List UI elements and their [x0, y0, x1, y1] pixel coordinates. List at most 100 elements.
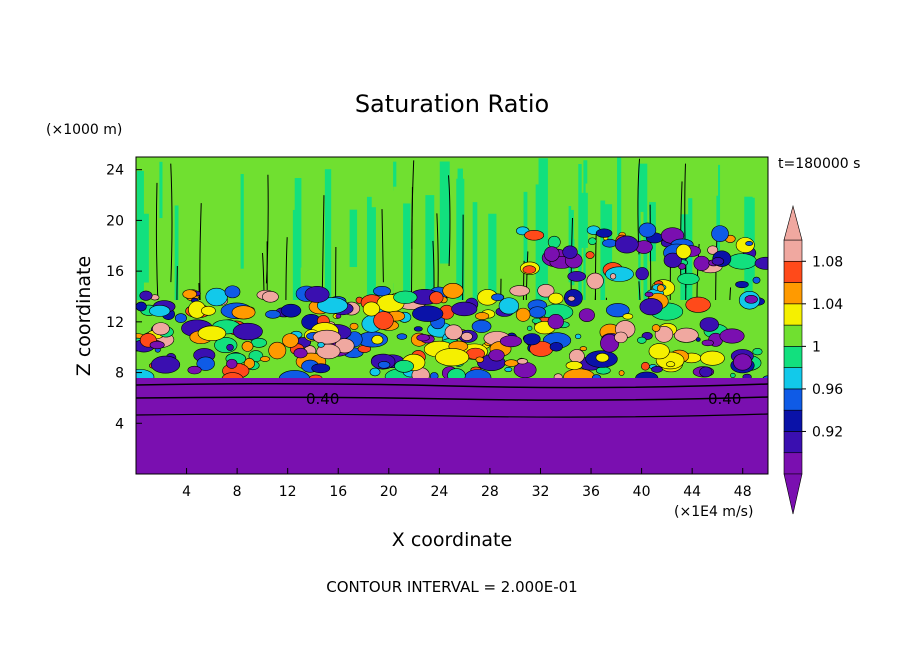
field-blob: [451, 301, 478, 317]
field-blob: [515, 307, 531, 322]
field-blob: [644, 291, 654, 297]
field-streak: [159, 161, 163, 219]
field-blob: [197, 325, 227, 341]
field-blob: [528, 306, 547, 319]
plot-area: [136, 157, 768, 474]
field-blob: [377, 361, 391, 369]
field-streak: [333, 216, 343, 352]
field-streak: [439, 161, 450, 264]
x-tick-label: 36: [582, 484, 600, 500]
field-streak: [371, 207, 376, 298]
field-blob: [567, 271, 587, 282]
field-blob: [504, 367, 513, 372]
field-streak: [617, 157, 622, 235]
colorbar-swatch: [783, 324, 803, 347]
field-blob: [638, 222, 657, 238]
field-blob: [674, 327, 699, 343]
field-blob: [754, 256, 768, 270]
contour-line: [136, 413, 768, 418]
field-blob: [224, 285, 241, 299]
field-blob: [174, 313, 187, 323]
field-blob: [578, 308, 595, 323]
field-blob: [429, 291, 444, 305]
field-blob: [413, 326, 423, 332]
field-blob: [369, 367, 381, 377]
colorbar-top-triangle: [783, 204, 803, 241]
field-streak: [142, 213, 149, 283]
field-blob: [139, 290, 153, 301]
field-blob: [575, 333, 582, 340]
field-blob: [569, 349, 585, 364]
field-blob: [349, 322, 359, 330]
field-blob: [543, 246, 560, 262]
field-streak: [718, 164, 721, 265]
field-blob: [707, 245, 719, 255]
y-tick-label: 24: [106, 163, 124, 179]
field-blob: [651, 324, 661, 332]
field-blob: [699, 317, 719, 332]
field-blob: [187, 365, 202, 375]
field-blob: [693, 255, 710, 272]
field-blob: [562, 245, 578, 259]
colorbar-swatch: [783, 282, 803, 305]
field-blob: [605, 266, 634, 282]
field-blob: [504, 359, 519, 367]
field-blob: [614, 235, 639, 254]
field-blob: [149, 340, 165, 350]
field-blob: [522, 265, 537, 274]
field-blob: [635, 267, 649, 281]
field-blob: [150, 355, 181, 374]
field-blob: [149, 305, 171, 317]
field-blob: [201, 305, 216, 316]
field-blob: [727, 253, 757, 270]
field-blob: [752, 348, 763, 356]
field-blob: [752, 276, 761, 284]
field-streak: [640, 211, 644, 372]
contour-line: [265, 174, 269, 284]
field-blob: [602, 238, 617, 248]
y-tick-label: 16: [106, 264, 124, 280]
field-blob: [701, 339, 714, 347]
x-tick-label: 48: [734, 484, 752, 500]
field-blob: [460, 332, 473, 341]
field-blob: [312, 329, 342, 345]
colorbar-swatch: [783, 431, 803, 454]
x-tick-label: 44: [683, 484, 701, 500]
field-blob: [373, 311, 394, 330]
field-blob: [259, 356, 271, 362]
field-blob: [196, 356, 215, 371]
field-blob: [516, 358, 528, 365]
y-tick-label: 4: [115, 416, 124, 432]
field-blob: [595, 366, 611, 375]
field-blob: [579, 346, 588, 351]
x-axis-label: X coordinate: [392, 529, 512, 551]
field-streak: [701, 186, 705, 227]
field-blob: [618, 370, 625, 376]
field-blob: [685, 296, 711, 313]
plot-frame: [135, 156, 769, 475]
x-tick-label: 4: [182, 484, 191, 500]
field-blob: [537, 283, 555, 298]
field-blob: [699, 366, 713, 378]
field-streak: [720, 164, 728, 236]
field-blob: [675, 244, 692, 259]
x-tick-label: 28: [481, 484, 499, 500]
x-tick-label: 20: [380, 484, 398, 500]
field-blob: [335, 313, 342, 319]
x-tick-label: 12: [279, 484, 297, 500]
field-blob: [262, 290, 279, 303]
field-streak: [488, 213, 497, 327]
colorbar-bottom-triangle: [783, 473, 803, 515]
field-blob: [711, 257, 725, 266]
field-blob: [524, 230, 545, 241]
field-blob: [585, 251, 595, 259]
field-streak: [472, 202, 478, 356]
field-blob: [394, 359, 414, 373]
field-blob: [444, 324, 463, 340]
field-blob: [733, 353, 753, 371]
field-streak: [556, 200, 564, 374]
contour-line: [381, 209, 384, 283]
field-blob: [547, 235, 561, 249]
field-streak: [137, 170, 144, 323]
field-blob: [656, 284, 665, 292]
